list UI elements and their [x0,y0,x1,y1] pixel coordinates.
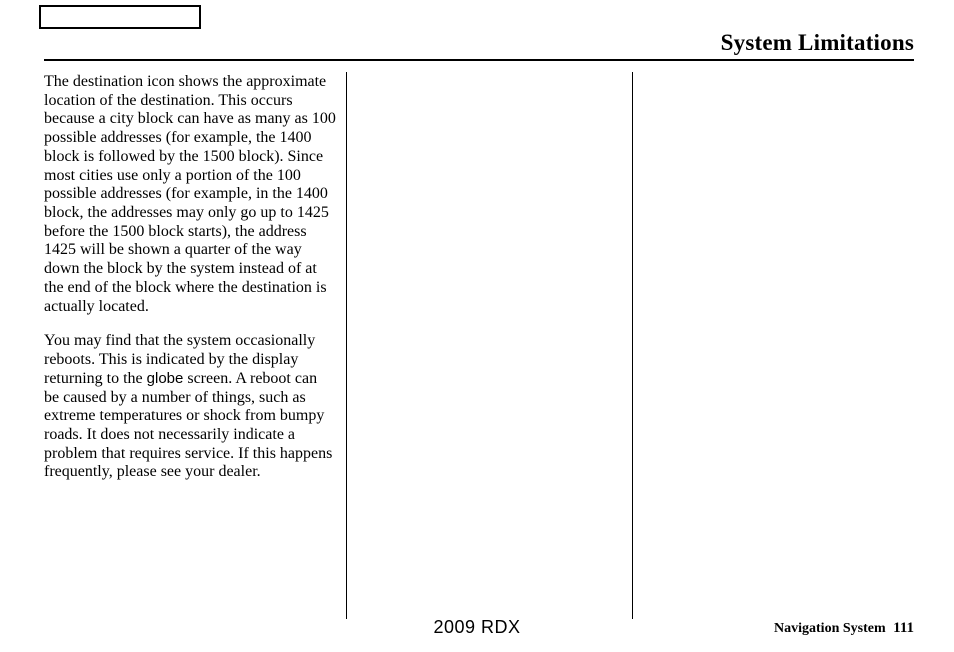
body-paragraph: The destination icon shows the approxima… [44,73,336,316]
footer-page-label: Navigation System 111 [774,620,914,637]
column-1: The destination icon shows the approxima… [44,73,336,498]
page-title: System Limitations [721,30,914,56]
footer-system-label: Navigation System [774,621,886,636]
column-divider [346,72,347,619]
page-number: 111 [893,620,914,636]
page-container: System Limitations The destination icon … [0,0,954,652]
header-rule [44,59,914,61]
content-area: The destination icon shows the approxima… [44,73,914,607]
globe-label: globe [147,370,184,387]
corner-box [39,5,201,29]
column-divider [632,72,633,619]
body-paragraph: You may find that the system occasionall… [44,332,336,482]
